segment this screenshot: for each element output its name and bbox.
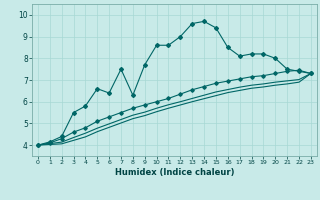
X-axis label: Humidex (Indice chaleur): Humidex (Indice chaleur) [115,168,234,177]
